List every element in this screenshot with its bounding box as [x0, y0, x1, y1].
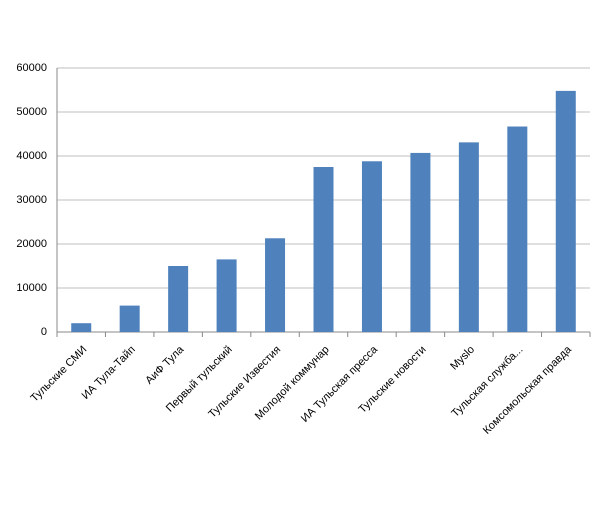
bar	[507, 126, 528, 333]
bar	[265, 238, 286, 332]
bar	[313, 167, 334, 332]
y-tick-label: 20000	[16, 238, 47, 250]
y-tick-label: 40000	[16, 150, 47, 162]
bar	[216, 259, 237, 332]
x-tick-label: АиФ Тула	[143, 343, 187, 387]
x-tick-label: Myslo	[448, 344, 477, 373]
x-tick-label: Комсомольская правда	[481, 343, 575, 437]
bar	[555, 90, 576, 332]
bar	[119, 305, 140, 332]
bar	[361, 161, 382, 332]
bar	[71, 323, 92, 332]
y-tick-label: 10000	[16, 282, 47, 294]
bar	[168, 266, 189, 332]
bar	[458, 142, 479, 332]
y-tick-label: 0	[41, 326, 47, 338]
bar	[410, 152, 431, 332]
y-tick-label: 60000	[16, 62, 47, 74]
y-tick-label: 30000	[16, 194, 47, 206]
y-tick-label: 50000	[16, 106, 47, 118]
